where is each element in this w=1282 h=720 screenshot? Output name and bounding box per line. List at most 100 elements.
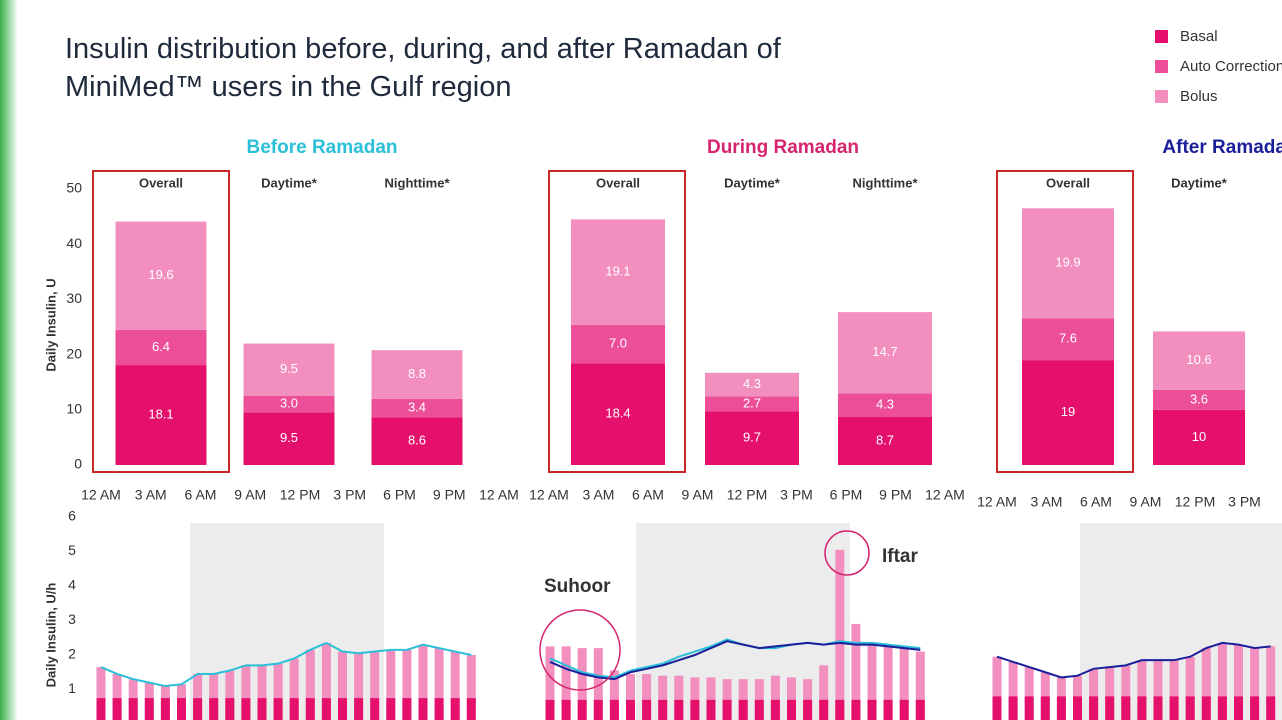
hour-bar	[418, 644, 428, 720]
hour-bar	[915, 651, 925, 720]
hour-bar	[354, 653, 364, 720]
day-shade	[190, 523, 384, 720]
x-tick-label: 6 PM	[383, 487, 416, 503]
hour-bar	[803, 679, 813, 720]
group-label: Overall	[1046, 175, 1090, 190]
hour-bar	[819, 665, 829, 720]
hour-bar	[1185, 656, 1195, 720]
x-tick-label: 6 AM	[1080, 494, 1112, 510]
group-label: Daytime*	[1171, 175, 1228, 190]
x-tick-label: 12 AM	[81, 487, 121, 503]
basal-bar	[754, 699, 764, 720]
x-tick-label: 3 PM	[780, 487, 813, 503]
frame	[548, 170, 686, 473]
hour-bar	[273, 663, 283, 720]
value-label: 6.4	[152, 339, 170, 354]
value-label: 7.6	[1059, 331, 1077, 346]
hour-bar	[851, 623, 861, 720]
group-label: Daytime*	[724, 175, 781, 190]
x-tick-label: 12 AM	[529, 487, 569, 503]
basal-bar	[209, 698, 219, 720]
basal-bar	[1024, 696, 1034, 720]
basal-bar	[450, 698, 460, 720]
value-label: 10	[1192, 429, 1206, 444]
iftar-circle	[824, 530, 870, 576]
y-tick-label: 4	[68, 577, 76, 593]
x-tick-label: 9 AM	[234, 487, 266, 503]
basal-bar	[1185, 696, 1195, 720]
basal-bar	[787, 699, 796, 720]
y-tick-label: 10	[66, 401, 82, 417]
basal-bar	[418, 698, 428, 720]
bar-segment	[1022, 360, 1114, 465]
basal-bar	[128, 698, 138, 720]
chart-title: Insulin distribution before, during, and…	[65, 33, 781, 103]
basal-bar	[883, 699, 893, 720]
hour-bar	[1250, 648, 1260, 720]
value-label: 8.7	[876, 432, 894, 447]
group-label: Daytime*	[261, 175, 318, 190]
hour-bar	[289, 658, 299, 720]
y-tick-label: 6	[68, 508, 76, 524]
hour-bar	[1008, 661, 1018, 720]
basal-bar	[1121, 696, 1131, 720]
value-label: 9.7	[743, 430, 761, 445]
basal-bar	[867, 699, 877, 720]
bar-segment	[115, 365, 207, 465]
basal-bar	[1056, 696, 1066, 720]
hour-bar	[577, 648, 587, 720]
basal-bar	[1040, 696, 1050, 720]
basal-bar	[992, 696, 1002, 720]
bar-segment	[838, 393, 932, 417]
basal-bar	[690, 699, 700, 720]
value-label: 19	[1061, 404, 1075, 419]
value-label: 18.1	[148, 406, 173, 421]
hour-bar	[545, 646, 555, 720]
hour-bar	[992, 656, 1002, 720]
frame	[996, 170, 1134, 473]
hour-bar	[112, 673, 122, 720]
basal-bar	[1217, 696, 1227, 720]
hour-bar	[370, 651, 380, 720]
basal-bar	[1250, 696, 1260, 720]
value-label: 9.5	[280, 430, 298, 445]
basal-bar	[386, 698, 396, 720]
basal-bar	[770, 699, 780, 720]
bar-segment	[1022, 318, 1114, 361]
hour-bar	[674, 675, 684, 720]
bar-segment	[571, 324, 665, 364]
basal-bar	[851, 699, 861, 720]
hour-bar	[1137, 660, 1147, 720]
x-tick-label: 3 PM	[1228, 494, 1261, 510]
basal-bar	[658, 699, 668, 720]
value-label: 19.1	[605, 264, 630, 279]
hour-bar	[609, 670, 619, 720]
hour-bar	[241, 665, 251, 720]
basal-bar	[305, 698, 315, 720]
bar-segment	[371, 398, 463, 418]
hour-bar	[450, 651, 460, 720]
value-label: 19.9	[1055, 255, 1080, 270]
basal-bar	[609, 699, 619, 720]
y-tick-label: 3	[68, 611, 76, 627]
hour-bar	[321, 642, 331, 720]
basal-bar	[177, 698, 186, 720]
y-tick-label: 0	[74, 456, 82, 472]
value-label: 7.0	[609, 336, 627, 351]
y-tick-label: 5	[68, 542, 76, 558]
legend-label: Auto Correction	[1180, 58, 1282, 75]
basal-bar	[370, 698, 380, 720]
basal-bar	[338, 698, 347, 720]
group-label: Overall	[139, 175, 183, 190]
basal-bar	[1234, 696, 1243, 720]
basal-bar	[241, 698, 251, 720]
value-label: 8.8	[408, 366, 426, 381]
value-label: 14.7	[872, 344, 897, 359]
basal-bar	[273, 698, 283, 720]
line	[549, 640, 921, 681]
x-tick-label: 12 AM	[925, 487, 965, 503]
basal-bar	[738, 699, 748, 720]
bar-segment	[115, 329, 207, 366]
basal-bar	[915, 699, 925, 720]
